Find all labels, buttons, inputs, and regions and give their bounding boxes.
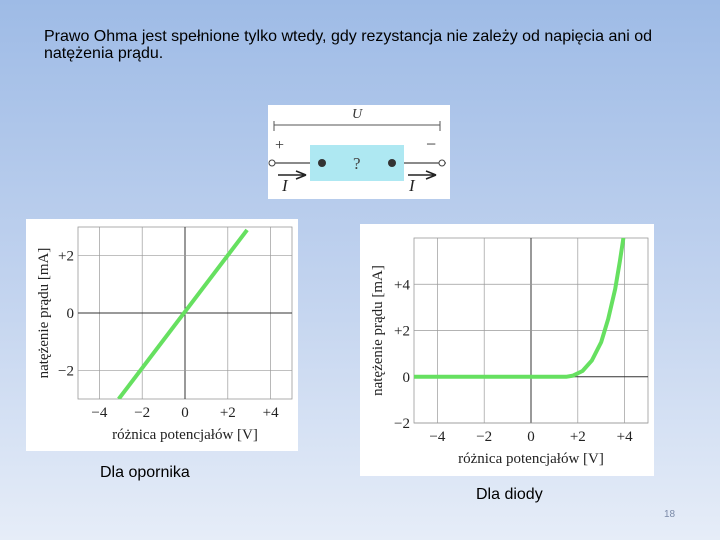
node-right (388, 159, 396, 167)
element-label: ? (353, 154, 361, 173)
circuit-diagram: U + − ? I I (268, 105, 450, 199)
resistor-y-tick-label: 0 (67, 306, 75, 322)
resistor-chart: −4 −2 0 +2 +4 −2 0 +2 różnica potencjałów [V] nat… (36, 226, 293, 443)
diode-y-tick-label: −2 (394, 416, 410, 432)
caption-diode: Dla diody (476, 486, 543, 503)
terminal-right (438, 159, 446, 167)
diode-x-axis-label: różnica potencjałów [V] (458, 451, 604, 467)
diode-x-tick-label: 0 (527, 429, 535, 445)
diode-x-tick-label: +2 (570, 429, 586, 445)
terminal-left (268, 159, 276, 167)
resistor-x-tick-label: −4 (91, 405, 107, 421)
diode-x-tick-label: −4 (429, 429, 445, 445)
resistor-y-axis-label: natężenie prądu [mA] (36, 248, 52, 379)
slide-number: 18 (664, 509, 676, 520)
resistor-x-tick-label: 0 (181, 405, 189, 421)
diode-y-tick-label: +2 (394, 324, 410, 340)
voltage-label: U (352, 107, 363, 122)
diode-chart: −4 −2 0 +2 +4 −2 0 +2 +4 różnica potencjałów [V] n… (370, 237, 649, 467)
caption-resistor: Dla opornika (100, 464, 190, 481)
diode-x-tick-label: +4 (617, 429, 633, 445)
diode-y-tick-label: +4 (394, 277, 410, 293)
resistor-x-tick-label: +4 (263, 405, 279, 421)
current-arrow-right (408, 170, 437, 180)
plus-sign: + (275, 137, 284, 154)
node-left (318, 159, 326, 167)
diode-chart-panel: −4 −2 0 +2 +4 −2 0 +2 +4 różnica potencjałów [V] n… (360, 224, 654, 476)
current-arrow-left (278, 170, 307, 180)
diode-y-tick-label: 0 (403, 370, 411, 386)
resistor-x-axis-label: różnica potencjałów [V] (112, 427, 258, 443)
slide-title: Prawo Ohma jest spełnione tylko wtedy, g… (44, 28, 653, 62)
minus-sign: − (426, 134, 436, 154)
diode-x-tick-label: −2 (476, 429, 492, 445)
diode-y-axis-label: natężenie prądu [mA] (370, 265, 386, 396)
circuit-svg: U + − ? I I (268, 107, 446, 195)
diode-curve (414, 238, 626, 379)
current-label-right: I (408, 176, 416, 195)
current-label-left: I (281, 176, 289, 195)
resistor-chart-panel: −4 −2 0 +2 +4 −2 0 +2 różnica potencjałów [V] nat… (26, 219, 298, 451)
resistor-y-tick-label: −2 (58, 363, 74, 379)
resistor-curve (117, 228, 249, 399)
resistor-x-tick-label: +2 (220, 405, 236, 421)
resistor-y-tick-label: +2 (58, 249, 74, 265)
resistor-x-tick-label: −2 (134, 405, 150, 421)
